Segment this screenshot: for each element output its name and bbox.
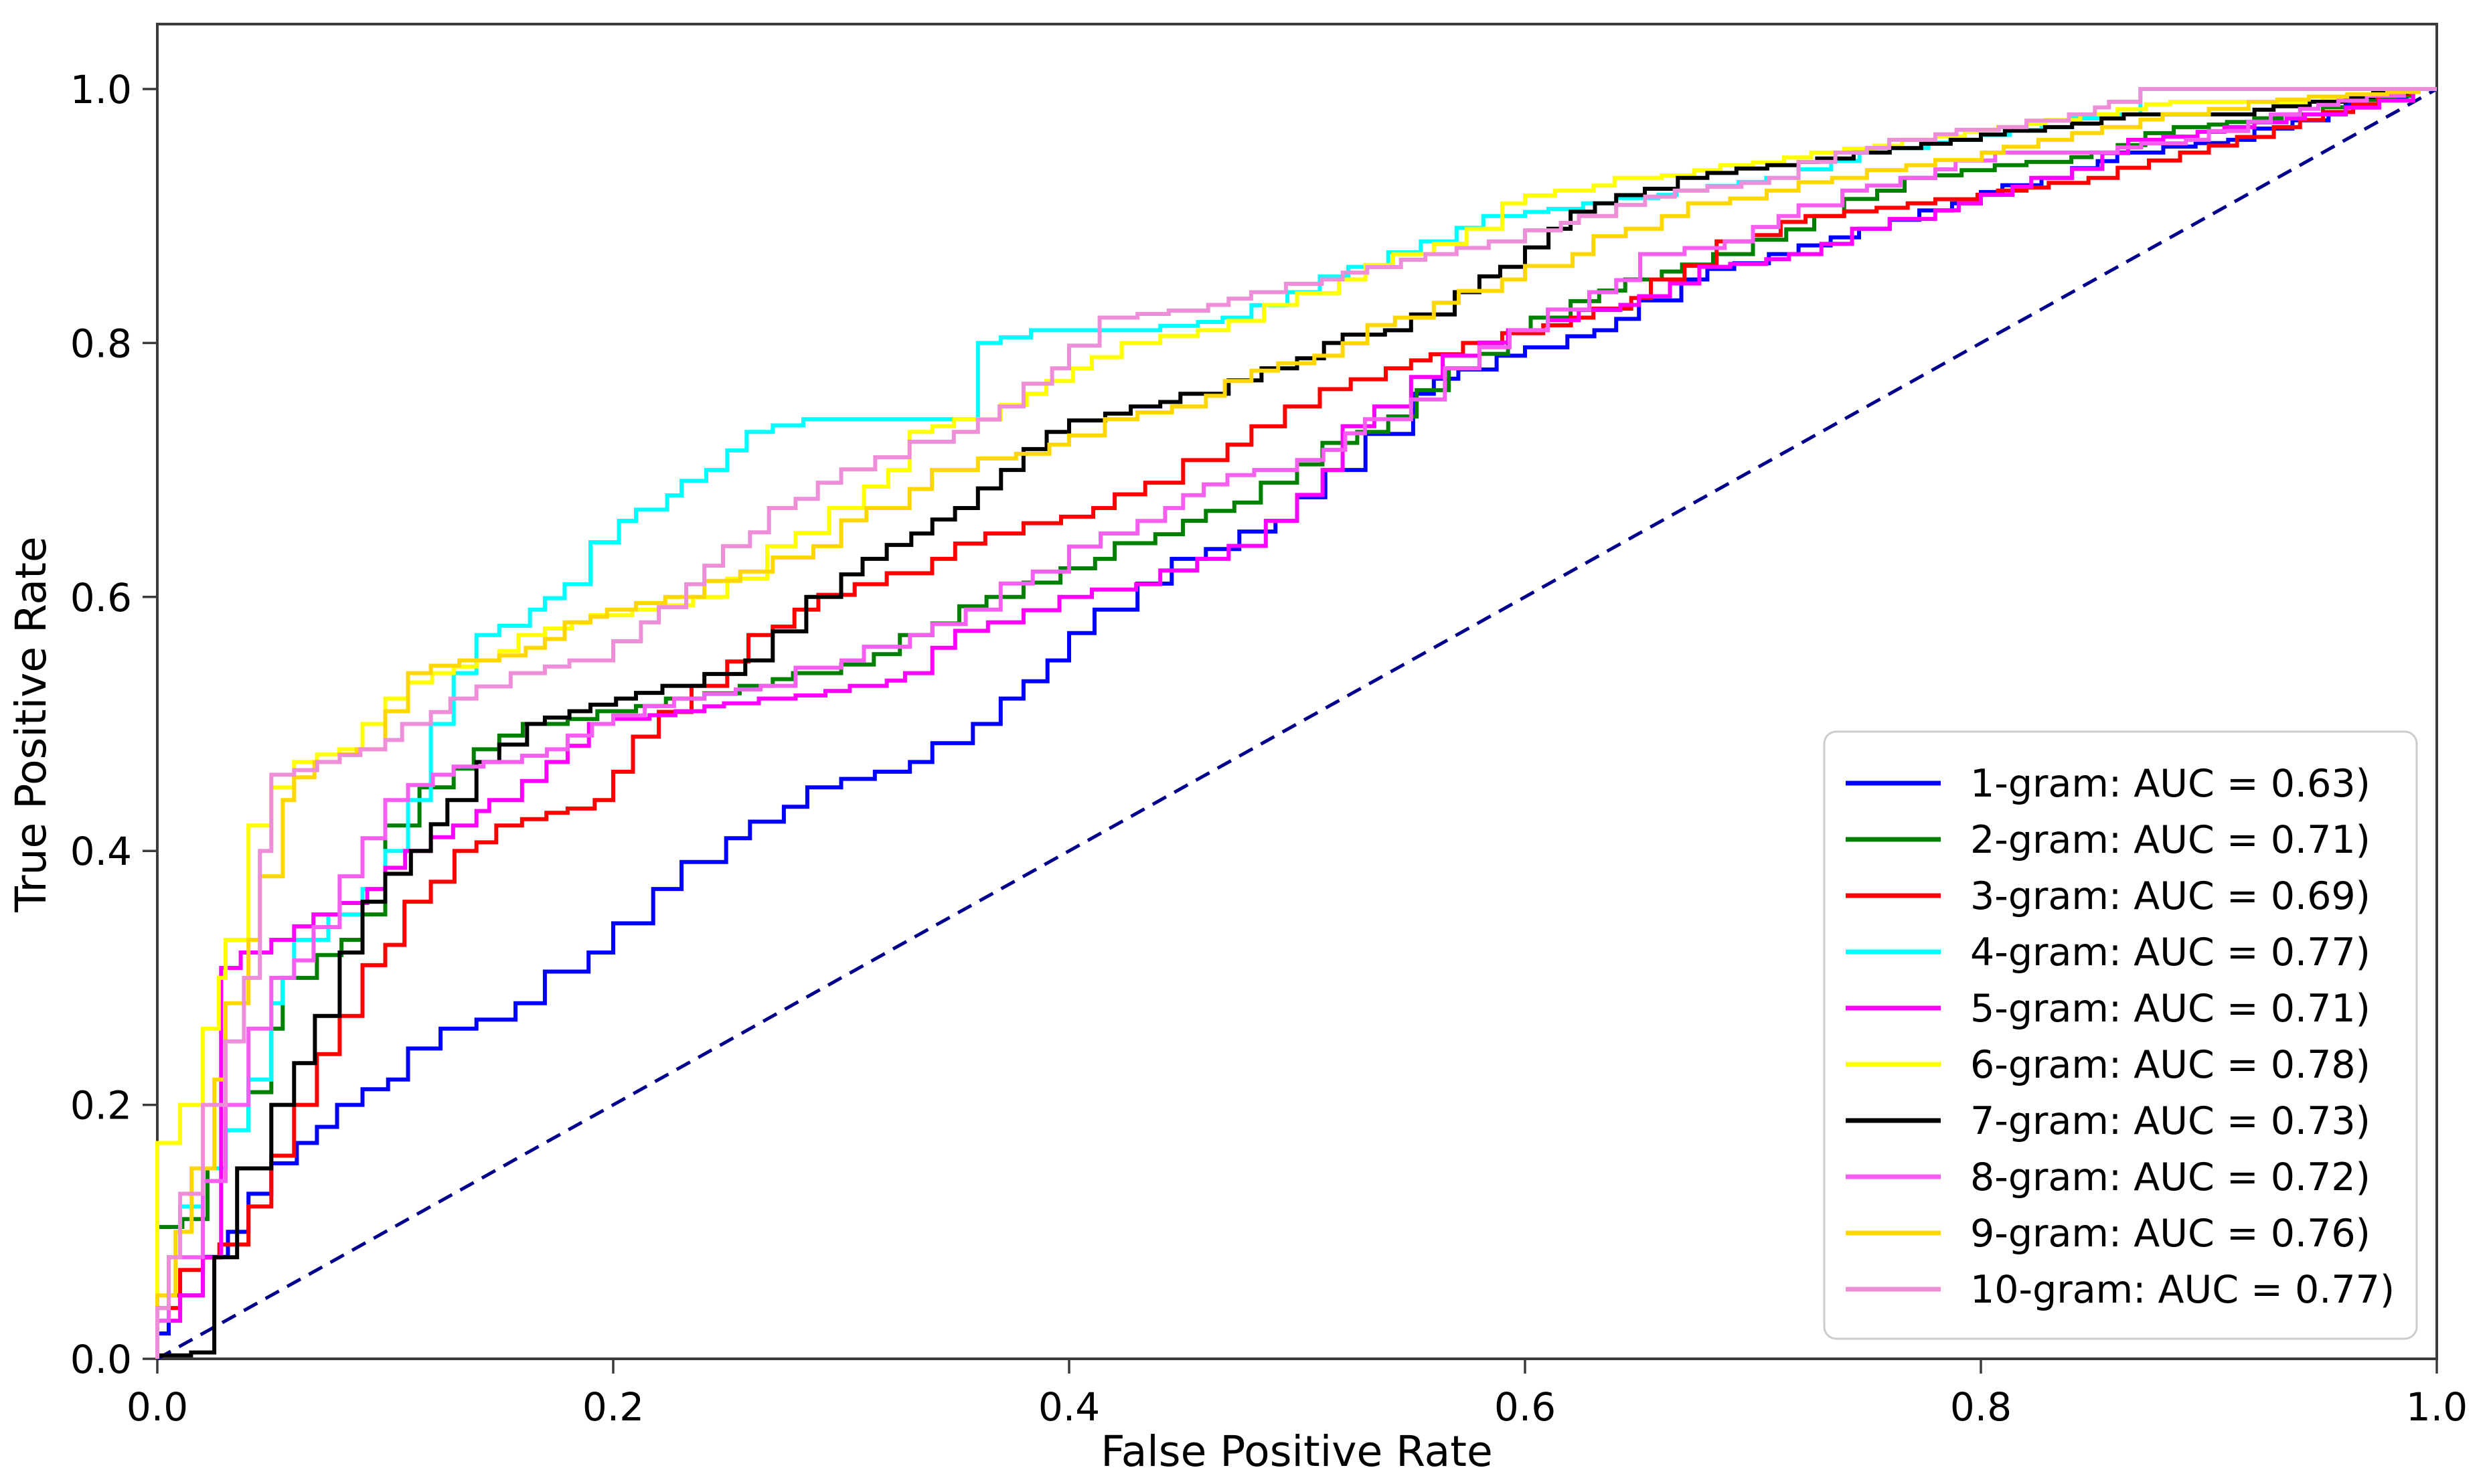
legend-label: 2-gram: AUC = 0.71) bbox=[1970, 818, 2371, 862]
legend-item-8-gram: 8-gram: AUC = 0.72) bbox=[1846, 1155, 2371, 1200]
legend-label: 8-gram: AUC = 0.72) bbox=[1970, 1155, 2371, 1200]
legend-item-10-gram: 10-gram: AUC = 0.77) bbox=[1846, 1268, 2395, 1312]
x-tick-label: 0.0 bbox=[127, 1384, 188, 1430]
x-tick-label: 0.4 bbox=[1038, 1384, 1100, 1430]
legend-item-9-gram: 9-gram: AUC = 0.76) bbox=[1846, 1212, 2371, 1256]
y-tick-label: 0.2 bbox=[70, 1083, 132, 1129]
legend-item-4-gram: 4-gram: AUC = 0.77) bbox=[1846, 930, 2371, 975]
x-axis-label: False Positive Rate bbox=[1101, 1427, 1493, 1476]
roc-curve-6-gram bbox=[155, 87, 2437, 1359]
x-tick-label: 0.6 bbox=[1494, 1384, 1556, 1430]
legend-item-3-gram: 3-gram: AUC = 0.69) bbox=[1846, 874, 2371, 918]
y-tick-label: 1.0 bbox=[70, 67, 132, 112]
legend-item-7-gram: 7-gram: AUC = 0.73) bbox=[1846, 1099, 2371, 1143]
legend-label: 1-gram: AUC = 0.63) bbox=[1970, 762, 2371, 806]
x-tick-label: 1.0 bbox=[2406, 1384, 2468, 1430]
legend-box bbox=[1823, 730, 2418, 1340]
y-axis-label: True Positive Rate bbox=[7, 536, 56, 912]
curves-layer bbox=[155, 87, 2438, 1361]
roc-curve-1-gram bbox=[155, 87, 2437, 1359]
axes-layer: 0.0 0.2 0.4 0.6 0.8 1.0 0.0 0.2 0.4 0.6 0.8 1.0 bbox=[70, 23, 2468, 1430]
legend-label: 6-gram: AUC = 0.78) bbox=[1970, 1043, 2371, 1087]
y-tick-label: 0.4 bbox=[70, 829, 132, 874]
roc-curve-5-gram bbox=[155, 87, 2437, 1359]
chance-diagonal-line bbox=[156, 87, 2438, 1361]
plot-border bbox=[156, 23, 2438, 1360]
roc-curve-9-gram bbox=[155, 87, 2437, 1359]
legend-label: 4-gram: AUC = 0.77) bbox=[1970, 930, 2371, 975]
legend: 1-gram: AUC = 0.63) 2-gram: AUC = 0.71) 3-… bbox=[1823, 730, 2418, 1340]
y-tick-label: 0.8 bbox=[70, 321, 132, 366]
legend-item-5-gram: 5-gram: AUC = 0.71) bbox=[1846, 987, 2371, 1031]
legend-item-2-gram: 2-gram: AUC = 0.71) bbox=[1846, 818, 2371, 862]
legend-label: 5-gram: AUC = 0.71) bbox=[1970, 987, 2371, 1031]
legend-item-1-gram: 1-gram: AUC = 0.63) bbox=[1846, 762, 2371, 806]
legend-label: 9-gram: AUC = 0.76) bbox=[1970, 1212, 2371, 1256]
y-tick-label: 0.6 bbox=[70, 575, 132, 621]
roc-curve-3-gram bbox=[155, 87, 2437, 1359]
roc-curve-8-gram bbox=[155, 87, 2437, 1359]
legend-label: 10-gram: AUC = 0.77) bbox=[1970, 1268, 2395, 1312]
y-tick-label: 0.0 bbox=[70, 1337, 132, 1382]
legend-item-6-gram: 6-gram: AUC = 0.78) bbox=[1846, 1043, 2371, 1087]
roc-curve-10-gram bbox=[155, 87, 2437, 1359]
legend-label: 7-gram: AUC = 0.73) bbox=[1970, 1099, 2371, 1143]
x-tick-label: 0.8 bbox=[1950, 1384, 2012, 1430]
x-tick-label: 0.2 bbox=[582, 1384, 644, 1430]
legend-label: 3-gram: AUC = 0.69) bbox=[1970, 874, 2371, 918]
